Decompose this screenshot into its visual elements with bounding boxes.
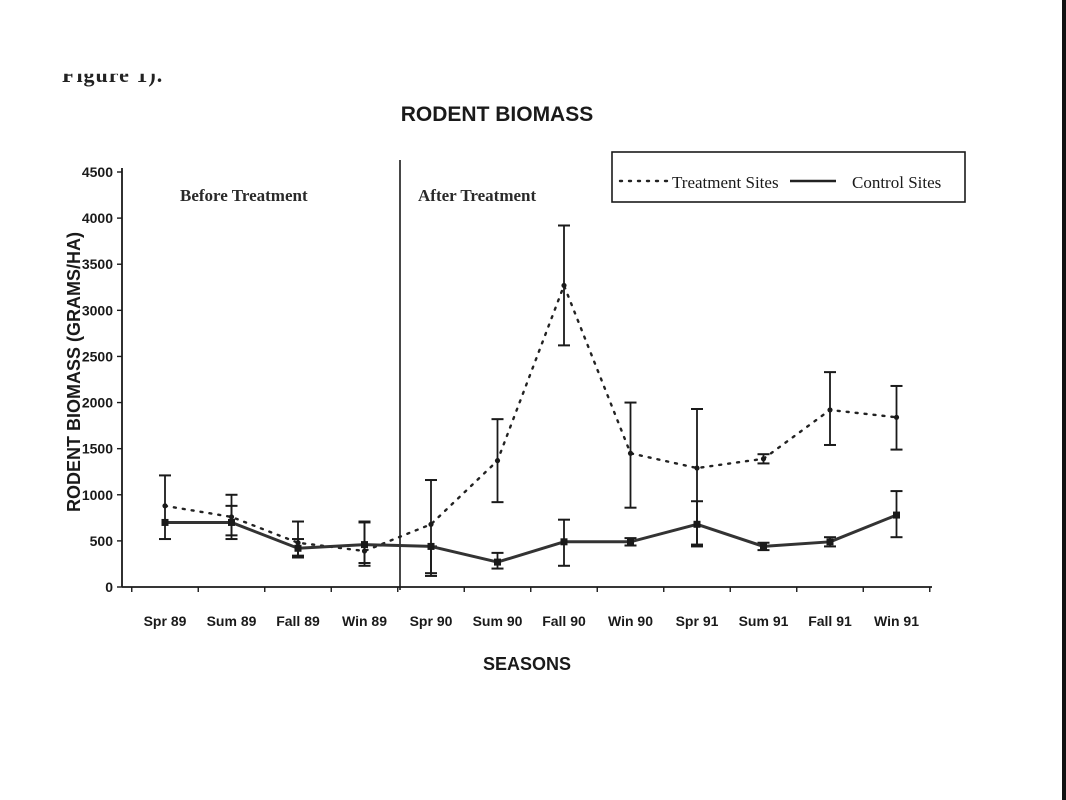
x-tick-label: Fall 91: [808, 613, 852, 629]
x-tick-label: Sum 91: [739, 613, 789, 629]
y-tick-label: 4000: [82, 210, 113, 226]
y-tick-label: 500: [90, 533, 114, 549]
control-sites-error-bar: [425, 545, 437, 577]
treatment-sites-point: [827, 407, 833, 413]
treatment-sites-point: [561, 282, 567, 289]
y-tick-label: 2500: [82, 348, 113, 364]
legend-treatment-label: Treatment Sites: [672, 173, 779, 192]
y-tick-label: 3000: [82, 302, 113, 318]
before-treatment-label: Before Treatment: [180, 186, 308, 205]
treatment-sites-point: [893, 414, 900, 420]
x-tick-label: Fall 89: [276, 613, 320, 629]
legend-box: [611, 151, 966, 203]
y-tick-labels: 0 500 1000 1500 2000 2500 3000 3500 4000 4500: [82, 164, 113, 595]
x-tick-label: Win 90: [608, 613, 653, 629]
x-tick-label: Win 89: [342, 613, 387, 629]
control-sites-point: [693, 520, 701, 528]
control-sites-line: [165, 513, 898, 564]
series-lines: [163, 284, 898, 564]
control-sites-point: [826, 538, 834, 546]
x-tick-label: Sum 90: [473, 613, 523, 629]
x-tick-labels: Spr 89 Sum 89 Fall 89 Win 89 Spr 90 Sum 90 Fal…: [144, 613, 920, 629]
y-axis-title: RODENT BIOMASS (GRAMS/HA): [64, 232, 84, 512]
y-tick-label: 1000: [82, 487, 113, 503]
after-treatment-label: After Treatment: [418, 186, 537, 205]
y-tick-label: 4500: [82, 164, 113, 180]
control-sites-point: [427, 542, 435, 550]
cropped-caption: Figure 1).: [62, 62, 164, 87]
control-sites-point: [294, 544, 302, 552]
axes: [117, 168, 932, 592]
legend: Treatment Sites Control Sites: [611, 151, 966, 203]
control-sites-point: [627, 538, 634, 546]
y-tick-label: 0: [105, 579, 113, 595]
x-tick-label: Spr 91: [676, 613, 719, 629]
control-sites-point: [760, 542, 767, 550]
treatment-sites-point: [428, 521, 434, 527]
treatment-sites-point: [361, 548, 368, 554]
treatment-sites-line: [163, 284, 898, 553]
control-sites-point: [560, 538, 568, 546]
chart-title: RODENT BIOMASS: [401, 103, 594, 126]
treatment-sites-point: [494, 458, 501, 464]
treatment-sites-point: [228, 514, 235, 520]
y-tick-label: 1500: [82, 441, 113, 457]
series-markers: [161, 282, 900, 566]
x-tick-label: Fall 90: [542, 613, 586, 629]
treatment-sites-point: [162, 503, 168, 509]
x-axis-title: SEASONS: [483, 654, 571, 674]
control-sites-point: [361, 541, 368, 549]
legend-control-label: Control Sites: [852, 173, 941, 192]
error-bars: [159, 224, 903, 577]
control-sites-point: [161, 518, 169, 526]
x-tick-label: Win 91: [874, 613, 919, 629]
treatment-sites-point: [295, 540, 301, 546]
control-sites-point: [893, 511, 900, 519]
y-tick-label: 2000: [82, 395, 113, 411]
treatment-sites-point: [694, 465, 700, 471]
control-sites-point: [494, 558, 501, 566]
treatment-sites-point: [627, 450, 634, 456]
edge-bar: [1062, 0, 1066, 800]
treatment-sites-point: [760, 456, 767, 462]
x-tick-label: Spr 90: [410, 613, 453, 629]
x-tick-label: Sum 89: [207, 613, 257, 629]
control-sites-point: [228, 518, 235, 526]
x-tick-label: Spr 89: [144, 613, 187, 629]
y-tick-label: 3500: [82, 256, 113, 272]
